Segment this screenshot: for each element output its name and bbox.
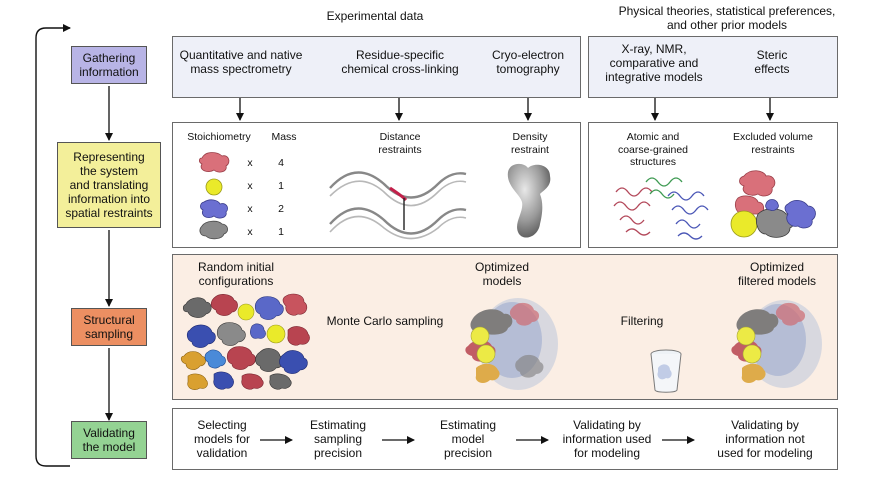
feedback-loop-arrow — [35, 24, 71, 467]
stoich-x-3: x — [247, 203, 253, 215]
atomic-structure-icon — [613, 177, 709, 240]
excluded-volume-icon — [730, 170, 816, 238]
stage-sampling: Structural sampling — [71, 308, 147, 346]
stage-gathering-label: Gathering information — [79, 51, 139, 79]
stoich-count-3: 2 — [278, 203, 284, 215]
validation-step-2: Estimating sampling precision — [309, 418, 367, 460]
pink-subunit-icon — [198, 152, 230, 173]
stoichiometry-icons — [198, 152, 230, 240]
filtering-label: Filtering — [620, 314, 664, 328]
filtered-models-icon — [731, 300, 822, 388]
stoich-count-1: 4 — [278, 157, 284, 169]
stage-validating-label: Validating the model — [82, 426, 136, 454]
optimized-filtered-label: Optimized filtered models — [737, 260, 817, 288]
experimental-data-panel — [172, 36, 581, 98]
data-cross-linking: Residue-specific chemical cross-linking — [341, 48, 459, 76]
yellow-subunit-icon — [205, 178, 223, 196]
optimized-models-label: Optimized models — [474, 260, 530, 288]
random-configurations-icon — [180, 293, 310, 390]
physical-theories-header: Physical theories, statistical preferenc… — [618, 4, 836, 32]
data-xray-nmr: X-ray, NMR, comparative and integrative … — [605, 42, 703, 84]
monte-carlo-label: Monte Carlo sampling — [326, 314, 444, 328]
mass-header: Mass — [271, 131, 297, 143]
gray-subunit-icon — [199, 220, 228, 240]
stoich-x-1: x — [247, 157, 253, 169]
density-map-icon — [507, 163, 551, 238]
restraints-panel — [172, 122, 581, 248]
distance-restraints-label: Distance restraints — [378, 131, 422, 156]
density-restraint-label: Density restraint — [511, 131, 549, 156]
stage-validating: Validating the model — [71, 421, 147, 459]
stage-representing-label: Representing the system and translating … — [65, 150, 153, 220]
stoich-x-4: x — [247, 226, 253, 238]
random-configurations-label: Random initial configurations — [197, 260, 275, 288]
data-mass-spec: Quantitative and native mass spectrometr… — [179, 48, 303, 76]
optimized-models-icon — [465, 298, 558, 390]
validation-panel — [172, 408, 838, 470]
atomic-structures-label: Atomic and coarse-grained structures — [617, 131, 689, 168]
stoich-x-2: x — [247, 180, 253, 192]
prior-restraints-panel — [588, 122, 838, 248]
validation-step-3: Estimating model precision — [439, 418, 497, 460]
stage-sampling-label: Structural sampling — [83, 313, 135, 341]
data-steric: Steric effects — [754, 48, 790, 76]
stoich-count-4: 1 — [278, 226, 284, 238]
stage-gathering: Gathering information — [71, 46, 147, 84]
blue-subunit-icon — [200, 199, 228, 219]
experimental-data-header: Experimental data — [326, 9, 424, 23]
stoichiometry-header: Stoichiometry — [187, 131, 251, 143]
validation-step-1: Selecting models for validation — [193, 418, 251, 460]
cross-link-helix-icon — [329, 171, 467, 240]
excluded-volume-label: Excluded volume restraints — [733, 131, 813, 156]
filter-bin-icon — [650, 349, 682, 393]
stoich-count-2: 1 — [278, 180, 284, 192]
stage-representing: Representing the system and translating … — [57, 142, 161, 228]
data-cryo-et: Cryo-electron tomography — [491, 48, 565, 76]
prior-models-panel — [588, 36, 838, 98]
validation-step-4: Validating by information used for model… — [562, 418, 652, 460]
validation-step-5: Validating by information not used for m… — [717, 418, 813, 460]
